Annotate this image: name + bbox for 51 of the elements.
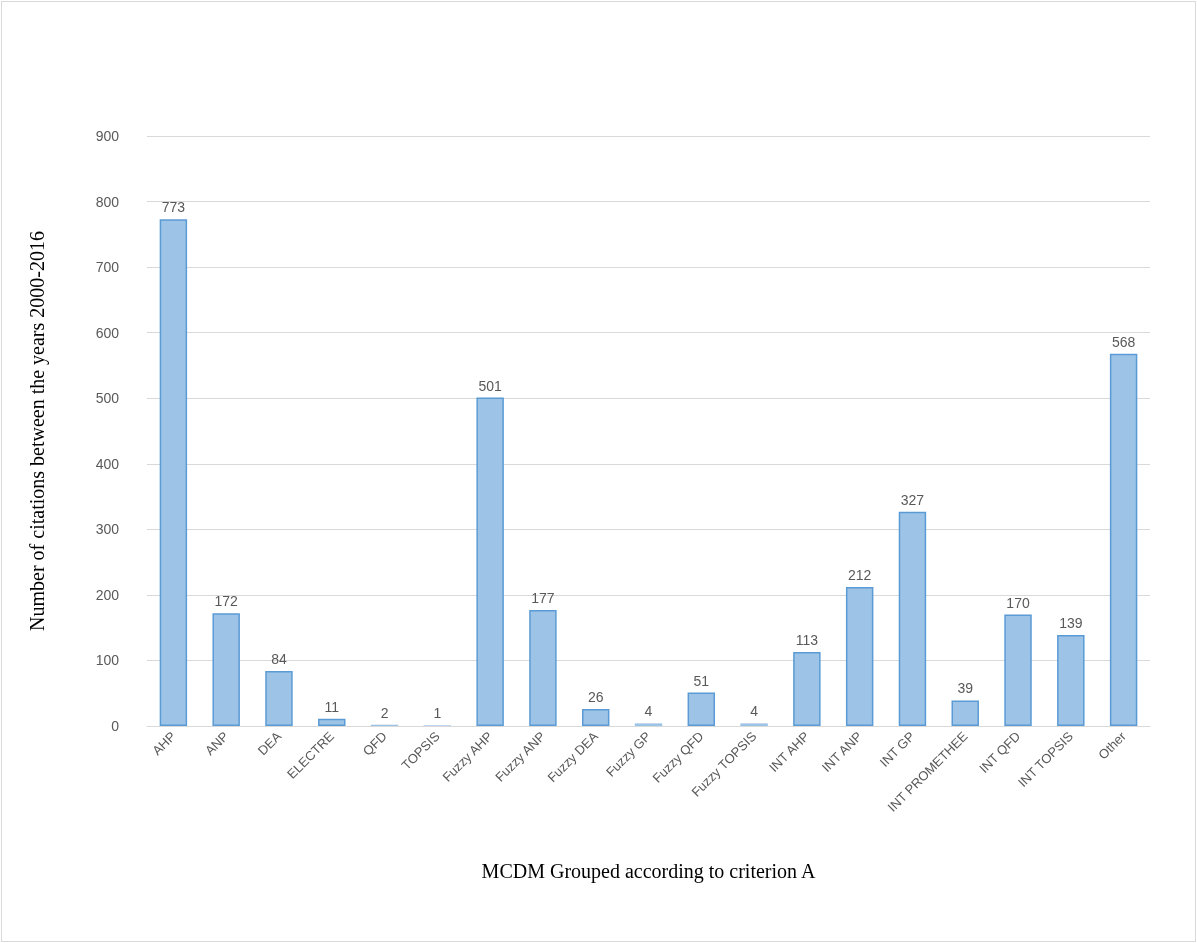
bar bbox=[687, 692, 716, 726]
data-label: 39 bbox=[957, 680, 974, 697]
data-label: 773 bbox=[161, 199, 186, 216]
y-tick-label: 500 bbox=[95, 390, 120, 407]
bar bbox=[1057, 634, 1085, 726]
bar bbox=[793, 651, 821, 726]
y-tick-label: 400 bbox=[95, 455, 120, 472]
y-tick-label: 900 bbox=[95, 128, 120, 144]
data-label: 113 bbox=[795, 631, 819, 648]
data-label: 51 bbox=[693, 672, 710, 689]
bar bbox=[898, 511, 927, 726]
bar bbox=[265, 670, 293, 726]
data-label: 172 bbox=[214, 593, 239, 610]
data-label: 2 bbox=[380, 704, 389, 721]
y-tick-label: 200 bbox=[95, 586, 120, 603]
data-label: 212 bbox=[847, 567, 872, 584]
data-label: 177 bbox=[531, 589, 555, 606]
y-tick-label: 800 bbox=[95, 193, 120, 210]
y-tick-label: 600 bbox=[95, 324, 120, 341]
data-label: 568 bbox=[1111, 333, 1136, 350]
bar bbox=[212, 613, 240, 726]
bar bbox=[581, 708, 610, 726]
bar bbox=[845, 587, 874, 726]
y-tick-label: 700 bbox=[95, 259, 120, 276]
bar bbox=[1109, 353, 1138, 726]
bar bbox=[159, 219, 188, 726]
y-axis-title: Number of citations between the years 2000-2016 bbox=[26, 231, 49, 631]
x-tick-label: DEA bbox=[254, 728, 285, 759]
data-label: 26 bbox=[587, 688, 604, 705]
data-label: 139 bbox=[1059, 614, 1083, 631]
x-tick-label: QFD bbox=[359, 728, 390, 759]
bar bbox=[634, 723, 663, 726]
bar bbox=[951, 700, 979, 726]
bar bbox=[476, 397, 504, 726]
data-label: 84 bbox=[271, 650, 287, 667]
bar bbox=[1004, 614, 1032, 726]
bar bbox=[529, 609, 557, 726]
data-label: 327 bbox=[900, 491, 925, 508]
data-label: 170 bbox=[1006, 594, 1030, 611]
y-tick-label: 0 bbox=[111, 718, 120, 734]
data-label: 1 bbox=[433, 705, 442, 722]
bar bbox=[318, 718, 346, 726]
y-tick-label: 300 bbox=[95, 521, 120, 538]
data-label: 501 bbox=[478, 377, 503, 394]
data-label: 4 bbox=[750, 703, 759, 720]
x-axis-title: MCDM Grouped according to criterion A bbox=[481, 860, 816, 883]
bar bbox=[740, 723, 768, 726]
data-label: 4 bbox=[644, 703, 653, 720]
y-tick-label: 100 bbox=[95, 652, 120, 669]
x-tick-label: INT QFD bbox=[976, 728, 1024, 776]
data-label: 11 bbox=[324, 698, 340, 715]
